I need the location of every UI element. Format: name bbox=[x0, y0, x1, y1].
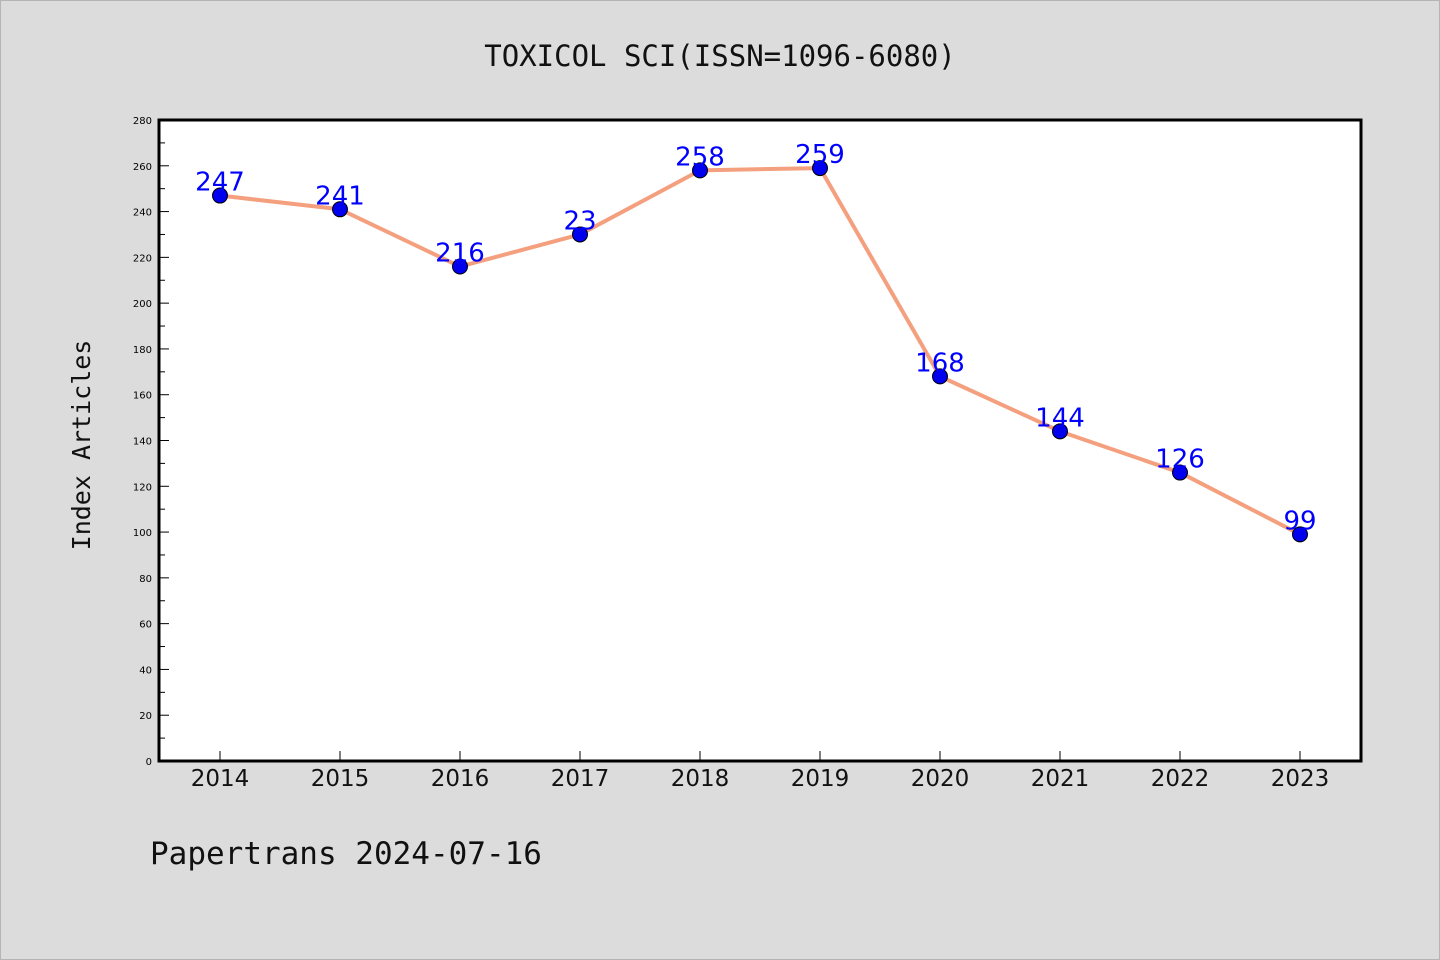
y-tick-label: 200 bbox=[133, 299, 152, 310]
y-tick-label: 80 bbox=[139, 574, 152, 585]
series-line-group bbox=[218, 166, 1302, 537]
y-tick-label: 280 bbox=[133, 116, 152, 127]
data-label: 168 bbox=[915, 348, 965, 378]
x-tick-label: 2015 bbox=[311, 766, 370, 792]
y-tick-label: 220 bbox=[133, 253, 152, 264]
y-axis-label: Index Articles bbox=[67, 340, 96, 551]
data-label: 258 bbox=[675, 142, 725, 172]
x-tick-label: 2018 bbox=[671, 766, 730, 792]
data-point bbox=[1292, 526, 1308, 543]
x-tick-label: 2023 bbox=[1271, 766, 1330, 792]
data-point bbox=[932, 368, 948, 385]
data-label: 144 bbox=[1035, 403, 1085, 433]
x-tick-label: 2020 bbox=[911, 766, 970, 792]
y-tick-label: 100 bbox=[133, 528, 152, 539]
footer-text: Papertrans 2024-07-16 bbox=[150, 836, 542, 872]
series-line bbox=[218, 166, 1302, 537]
data-point bbox=[1052, 423, 1068, 440]
y-tick-label: 0 bbox=[146, 757, 152, 768]
data-point-group bbox=[212, 160, 1308, 543]
y-tick-label: 240 bbox=[133, 208, 152, 219]
chart-title: TOXICOL SCI(ISSN=1096-6080) bbox=[484, 39, 955, 73]
data-label: 216 bbox=[435, 239, 485, 269]
data-point bbox=[452, 258, 468, 275]
data-point bbox=[812, 160, 828, 177]
x-axis: 2014 2015 2016 2017 2018 2019 2020 2021 2022 2023 bbox=[191, 751, 1330, 792]
plot-area bbox=[157, 118, 1363, 763]
x-tick-label: 2021 bbox=[1031, 766, 1090, 792]
data-label-group: 247 241 216 23 258 259 168 144 126 99 bbox=[195, 140, 1316, 536]
data-label: 99 bbox=[1283, 506, 1316, 536]
y-tick-label: 260 bbox=[133, 162, 152, 173]
data-label: 23 bbox=[563, 206, 596, 236]
data-point bbox=[692, 162, 708, 179]
y-tick-label: 20 bbox=[139, 711, 152, 722]
x-tick-label: 2016 bbox=[431, 766, 490, 792]
y-tick-label: 40 bbox=[139, 665, 152, 676]
y-tick-label: 60 bbox=[139, 620, 152, 631]
x-tick-label: 2017 bbox=[551, 766, 610, 792]
y-axis: 0 20 40 60 80 100 120 140 160 180 200 220 240 260 280 bbox=[133, 116, 169, 768]
x-tick-label: 2014 bbox=[191, 766, 250, 792]
data-point bbox=[572, 226, 588, 243]
data-point bbox=[212, 187, 228, 204]
data-point bbox=[1172, 464, 1188, 481]
x-tick-label: 2019 bbox=[791, 766, 850, 792]
y-tick-label: 160 bbox=[133, 391, 152, 402]
x-tick-label: 2022 bbox=[1151, 766, 1210, 792]
y-tick-label: 180 bbox=[133, 345, 152, 356]
data-label: 241 bbox=[315, 181, 365, 211]
data-label: 247 bbox=[195, 168, 245, 198]
data-label: 126 bbox=[1155, 445, 1205, 475]
y-tick-label: 140 bbox=[133, 437, 152, 448]
data-point bbox=[332, 201, 348, 218]
data-label: 259 bbox=[795, 140, 845, 170]
y-tick-label: 120 bbox=[133, 482, 152, 493]
